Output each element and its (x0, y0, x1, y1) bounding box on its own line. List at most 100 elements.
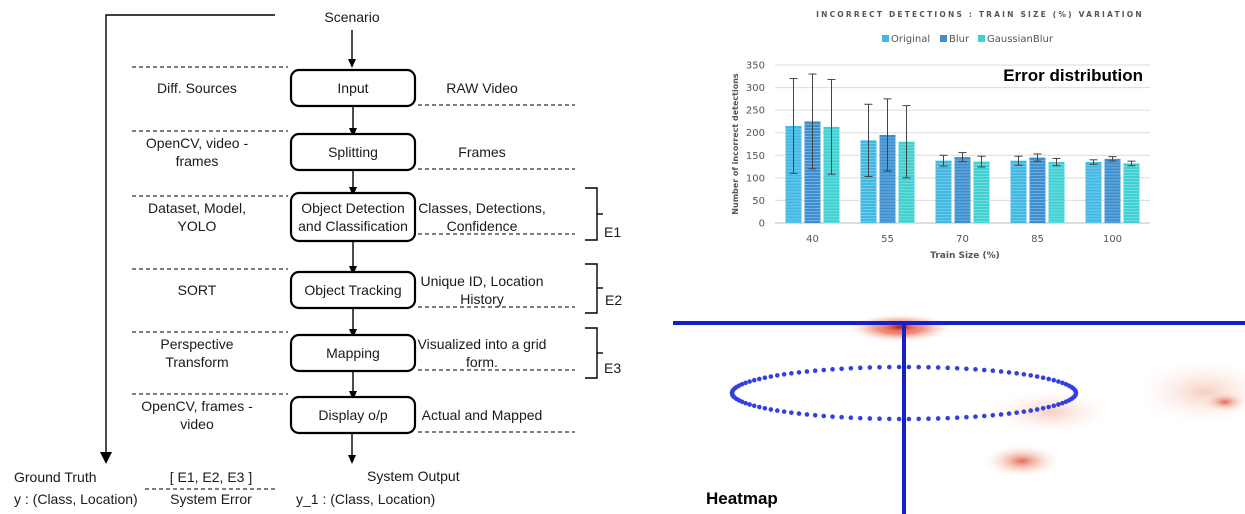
heatmap-dotted-ring (729, 364, 1079, 422)
ring-dot (804, 412, 810, 417)
ring-dot (973, 414, 978, 419)
ring-dot (762, 375, 768, 381)
ring-dot (774, 408, 780, 413)
ring-dot (916, 416, 922, 422)
chart-x-axis-label: Train Size (%) (930, 251, 1000, 261)
ring-dot (1006, 411, 1012, 416)
stage-tool-label: Diff. Sources (157, 80, 237, 96)
stage-output-label: Visualized into a grid (418, 336, 547, 352)
ring-dot (781, 409, 787, 414)
ring-dot (774, 373, 780, 378)
stage-tool-label: Transform (165, 354, 228, 370)
stage-5: Mapping Perspective Transform Visualized in… (132, 331, 575, 400)
ring-dot (1034, 374, 1040, 379)
x-tick-label: 40 (806, 234, 819, 245)
ring-dot (821, 367, 827, 373)
system-error-label: System Error (170, 491, 252, 507)
ring-dot (848, 365, 854, 371)
system-output-label: System Output (367, 468, 460, 484)
y-tick-label: 250 (746, 106, 765, 117)
ground-truth-value: y : (Class, Location) (14, 491, 138, 507)
ring-dot (789, 371, 794, 376)
ring-dot (964, 414, 969, 420)
ring-dot (812, 412, 818, 418)
ring-dot (1028, 373, 1034, 378)
stage-3: Object Detection and Classification Datase… (132, 191, 575, 275)
ring-dot (743, 400, 748, 406)
stage-tool-label: YOLO (178, 218, 217, 234)
ring-dot (1051, 377, 1057, 383)
ring-dot (886, 416, 892, 422)
stage-label: Display o/p (318, 407, 387, 423)
ring-dot (867, 365, 873, 370)
ring-dot (964, 366, 969, 372)
y-tick-label: 300 (746, 83, 765, 94)
ring-dot (990, 412, 996, 418)
error-chart: INCORRECT DETECTIONS : TRAIN SIZE (%) VA… (731, 10, 1150, 261)
system-error-value: [ E1, E2, E3 ] (170, 469, 253, 485)
stage-output-label: Unique ID, Location (421, 273, 544, 289)
ring-dot (768, 407, 774, 412)
ring-dot (896, 416, 902, 422)
error-mark-e2: E2 (605, 292, 622, 308)
ring-dot (1014, 410, 1019, 415)
ring-dot (796, 411, 802, 416)
chart-bars (785, 73, 1140, 224)
ground-truth-label: Ground Truth (14, 469, 97, 485)
ground-truth-line (105, 14, 275, 454)
stage-tool-label: Perspective (160, 336, 233, 352)
bar-blur-85 (1029, 157, 1046, 223)
error-bracket-e3: E3 (585, 327, 621, 379)
bar-original-100 (1085, 162, 1102, 223)
ring-dot (830, 414, 835, 419)
y-tick-label: 0 (759, 219, 765, 230)
ground-truth-arrowhead (100, 452, 112, 464)
stage-box (289, 395, 417, 435)
legend-label: GaussianBlur (987, 34, 1054, 45)
heatmap-label: Heatmap (706, 489, 778, 508)
ring-dot (804, 369, 810, 374)
ring-dot (886, 364, 892, 370)
ring-dot (906, 364, 912, 370)
y-tick-label: 350 (746, 61, 765, 72)
ring-dot (935, 365, 941, 370)
ring-dot (877, 416, 882, 422)
legend-swatch (940, 35, 947, 42)
y-tick-label: 200 (746, 128, 765, 139)
bar-blur-40 (804, 121, 821, 223)
ring-dot (1060, 380, 1065, 386)
heat-spot-right (1137, 360, 1245, 424)
legend-label: Blur (949, 34, 970, 45)
stage-label: Mapping (326, 345, 380, 361)
ring-dot (867, 416, 873, 421)
ring-dot (1021, 409, 1027, 414)
ring-dot (1034, 407, 1040, 412)
y-tick-label: 150 (746, 151, 765, 162)
ring-dot (812, 368, 818, 374)
bar-gaussianblur-70 (973, 161, 990, 223)
stage-tool-label: OpenCV, video - (146, 135, 249, 151)
ring-dot (877, 364, 882, 370)
chart-x-ticks: 40 55 70 85 100 (806, 234, 1122, 245)
bar-original-70 (935, 160, 952, 223)
error-bracket-e1: E1 (585, 187, 621, 241)
stage-output-label: form. (466, 354, 498, 370)
stage-label: Object Detection (301, 200, 405, 216)
y-tick-label: 100 (746, 173, 765, 184)
error-distribution-label: Error distribution (1003, 66, 1143, 85)
ring-dot (981, 367, 987, 373)
ring-dot (945, 415, 951, 421)
x-tick-label: 70 (956, 234, 969, 245)
legend-swatch (978, 35, 985, 42)
legend-label: Original (891, 34, 930, 45)
ring-dot (916, 364, 922, 370)
bar-original-85 (1010, 160, 1027, 223)
ring-dot (954, 365, 960, 371)
stage-list: Input Diff. Sources RAW Video Splitting Open… (132, 66, 575, 435)
error-mark-e1: E1 (604, 224, 621, 240)
ring-dot (1060, 400, 1065, 406)
ring-dot (781, 372, 787, 377)
ring-dot (839, 414, 844, 420)
bar-gaussianblur-85 (1048, 162, 1065, 223)
